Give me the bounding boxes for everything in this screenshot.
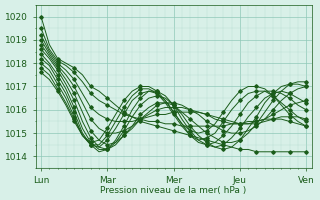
X-axis label: Pression niveau de la mer( hPa ): Pression niveau de la mer( hPa )	[100, 186, 247, 195]
